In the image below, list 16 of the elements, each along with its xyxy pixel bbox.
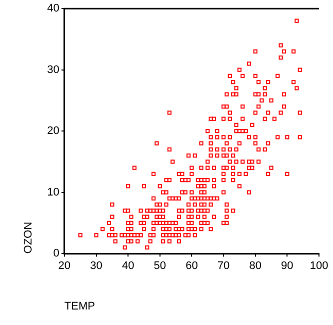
y-tick-label: 20	[47, 125, 60, 138]
x-tick-label: 20	[58, 260, 71, 272]
y-tick-label: 30	[47, 64, 60, 76]
x-tick-label: 50	[154, 260, 166, 272]
x-tick-label: 30	[90, 260, 102, 272]
x-tick-label: 60	[186, 260, 198, 272]
y-tick-label: 0	[53, 248, 60, 260]
y-tick-label: 10	[47, 186, 60, 198]
y-axis-title: OZON	[22, 222, 35, 254]
x-tick-label: 80	[249, 260, 262, 272]
y-tick-label: 40	[47, 2, 60, 15]
x-tick-label: 70	[217, 260, 230, 272]
x-tick-label: 90	[281, 260, 294, 272]
x-tick-label: 40	[122, 260, 134, 272]
x-axis-title: TEMP	[64, 300, 95, 312]
x-tick-label: 100	[310, 260, 328, 272]
